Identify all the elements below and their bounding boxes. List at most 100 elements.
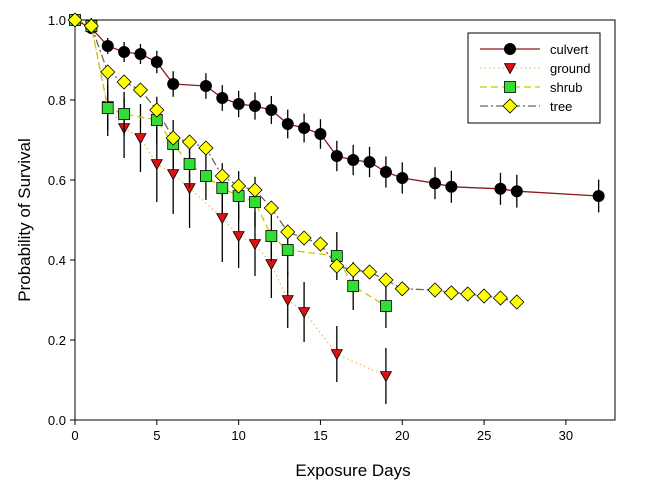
data-point xyxy=(67,12,83,28)
data-point xyxy=(118,46,131,58)
legend-label: ground xyxy=(550,61,590,76)
series-line xyxy=(74,19,387,307)
data-point xyxy=(460,286,476,302)
x-tick-label: 5 xyxy=(153,428,160,443)
data-point xyxy=(509,294,525,310)
data-point xyxy=(232,231,245,243)
data-point xyxy=(298,122,311,134)
series-layer xyxy=(67,12,605,404)
data-point xyxy=(214,168,230,184)
data-point xyxy=(249,196,261,208)
data-point xyxy=(504,81,516,93)
data-point xyxy=(281,118,294,130)
data-point xyxy=(445,180,458,193)
data-point xyxy=(476,288,492,304)
data-point xyxy=(361,264,378,280)
data-point xyxy=(118,108,130,120)
data-point xyxy=(231,178,247,194)
legend-item-tree: tree xyxy=(480,98,572,114)
plot-area xyxy=(74,19,616,421)
data-point xyxy=(427,282,443,298)
data-point xyxy=(314,128,327,140)
data-point xyxy=(232,98,245,110)
data-point xyxy=(345,262,361,278)
series-line xyxy=(74,19,387,377)
data-point xyxy=(396,172,409,184)
data-point xyxy=(330,349,343,361)
x-tick-label: 25 xyxy=(477,428,491,443)
data-point xyxy=(150,159,163,171)
data-point xyxy=(394,281,410,297)
data-point xyxy=(330,150,343,162)
y-tick-label: 1.0 xyxy=(48,13,66,28)
legend-item-culvert: culvert xyxy=(480,42,589,57)
data-point xyxy=(503,63,517,75)
data-point xyxy=(265,104,278,116)
data-point xyxy=(181,134,198,150)
data-point xyxy=(494,182,507,195)
x-tick-label: 10 xyxy=(231,428,245,443)
data-point xyxy=(101,40,114,52)
legend-label: tree xyxy=(550,99,572,114)
data-point xyxy=(167,169,180,181)
x-tick-label: 15 xyxy=(313,428,327,443)
data-point xyxy=(379,371,393,383)
data-point xyxy=(592,190,605,202)
legend-item-shrub: shrub xyxy=(480,80,583,95)
data-point xyxy=(101,102,114,114)
y-tick-label: 0.2 xyxy=(48,333,66,348)
series-tree xyxy=(67,12,525,310)
y-tick-label: 0.6 xyxy=(48,173,66,188)
data-point xyxy=(83,18,99,34)
data-point xyxy=(216,92,229,104)
data-point xyxy=(247,182,263,198)
x-tick-label: 0 xyxy=(71,428,78,443)
data-point xyxy=(312,236,329,252)
data-point xyxy=(429,177,441,190)
data-point xyxy=(281,295,294,307)
data-point xyxy=(265,230,278,242)
data-point xyxy=(380,300,392,312)
data-point xyxy=(200,170,212,182)
data-point xyxy=(198,140,214,156)
data-point xyxy=(167,78,180,90)
data-point xyxy=(510,185,523,198)
data-point xyxy=(183,158,196,170)
x-tick-label: 20 xyxy=(395,428,409,443)
y-tick-label: 0.0 xyxy=(48,413,66,428)
y-axis-title: Probability of Survival xyxy=(15,138,34,301)
plot-border xyxy=(74,19,616,421)
data-point xyxy=(149,102,165,118)
y-axis: 0.0 0.2 0.4 0.6 0.8 1.0 xyxy=(48,13,75,428)
data-point xyxy=(134,133,147,145)
series-shrub xyxy=(69,14,392,328)
legend-label: culvert xyxy=(550,42,589,57)
x-tick-label: 30 xyxy=(559,428,573,443)
data-point xyxy=(134,48,147,60)
data-point xyxy=(347,280,360,292)
data-point xyxy=(280,224,296,240)
data-point xyxy=(492,290,509,306)
data-point xyxy=(199,80,212,92)
data-point xyxy=(443,285,459,301)
data-point xyxy=(281,244,294,256)
y-tick-label: 0.8 xyxy=(48,93,66,108)
data-point xyxy=(150,56,163,68)
data-point xyxy=(378,272,394,288)
data-point xyxy=(248,239,262,251)
legend-box xyxy=(467,32,601,124)
data-point xyxy=(504,43,516,55)
data-point xyxy=(249,100,261,112)
data-point xyxy=(297,307,311,319)
data-point xyxy=(329,258,345,274)
data-point xyxy=(216,213,229,225)
data-point xyxy=(100,64,116,80)
data-point xyxy=(132,82,149,98)
data-point xyxy=(116,74,132,90)
data-point xyxy=(363,156,376,168)
series-ground xyxy=(68,15,393,404)
x-axis-title: Exposure Days xyxy=(295,461,410,480)
data-point xyxy=(296,230,312,246)
data-point xyxy=(263,200,279,216)
